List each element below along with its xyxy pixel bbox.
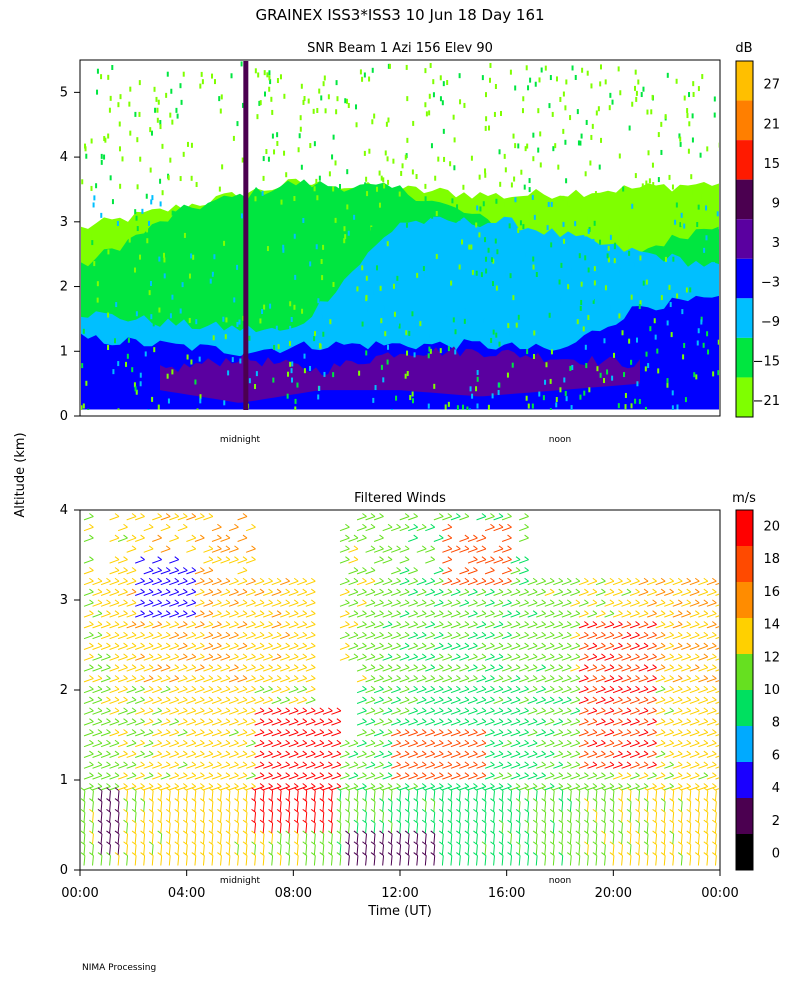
wind-colorbar-unit: m/s xyxy=(732,491,756,506)
wind-colorbar-tick: 10 xyxy=(763,683,780,698)
wind-colorbar-tick: 0 xyxy=(772,847,780,862)
y-axis-label: Altitude (km) xyxy=(13,432,28,517)
wind-colorbar-tick: 16 xyxy=(763,585,780,600)
snr-ytick-label: 2 xyxy=(60,280,68,295)
snr-ytick-label: 0 xyxy=(60,409,68,424)
wind-xtick-label: 16:00 xyxy=(488,886,525,901)
wind-ytick-label: 2 xyxy=(60,683,68,698)
wind-xtick-label: 08:00 xyxy=(275,886,312,901)
snr-vertical-band xyxy=(243,61,249,410)
wind-colorbar-tick: 4 xyxy=(772,781,780,796)
wind-ytick-label: 3 xyxy=(60,593,68,608)
wind-xtick-label: 12:00 xyxy=(381,886,418,901)
snr-layer-4 xyxy=(160,346,640,403)
snr-colorbar-tick: −21 xyxy=(753,394,780,409)
snr-colorbar-tick: −3 xyxy=(761,276,780,291)
wind-xtick-label: 00:00 xyxy=(61,886,98,901)
wind-colorbar-tick: 20 xyxy=(763,519,780,534)
snr-colorbar-tick: 9 xyxy=(772,196,780,211)
wind-ytick-label: 1 xyxy=(60,773,68,788)
snr-colorbar-tick: 3 xyxy=(772,236,780,251)
snr-colorbar-tick: 27 xyxy=(763,78,780,93)
wind-barbs xyxy=(81,513,719,866)
wind-daytime-marker: midnight xyxy=(220,876,261,886)
snr-colorbar-unit: dB xyxy=(735,41,752,56)
footer-note: NIMA Processing xyxy=(82,963,156,973)
snr-colorbar-tick: −15 xyxy=(753,355,780,370)
wind-daytime-marker: noon xyxy=(549,876,571,886)
wind-colorbar-tick: 18 xyxy=(763,552,780,567)
wind-colorbar-tick: 14 xyxy=(763,618,780,633)
wind-ytick-label: 4 xyxy=(60,503,68,518)
wind-colorbar-tick: 8 xyxy=(772,716,780,731)
wind-colorbar-tick: 6 xyxy=(772,748,780,763)
wind-ytick-label: 0 xyxy=(60,863,68,878)
snr-colorbar-tick: −9 xyxy=(761,315,780,330)
snr-colorbar-tick: 21 xyxy=(763,117,780,132)
snr-ytick-label: 1 xyxy=(60,344,68,359)
x-axis-label: Time (UT) xyxy=(367,904,432,919)
winds-panel-title: Filtered Winds xyxy=(354,491,446,506)
figure-title: GRAINEX ISS3*ISS3 10 Jun 18 Day 161 xyxy=(255,6,544,24)
wind-xtick-label: 04:00 xyxy=(168,886,205,901)
wind-colorbar-tick: 12 xyxy=(763,650,780,665)
snr-heatmap xyxy=(81,61,719,410)
snr-panel-title: SNR Beam 1 Azi 156 Elev 90 xyxy=(307,41,493,56)
snr-ytick-label: 3 xyxy=(60,215,68,230)
snr-ytick-label: 5 xyxy=(60,85,68,100)
wind-xtick-label: 20:00 xyxy=(595,886,632,901)
snr-daytime-marker: noon xyxy=(549,435,571,445)
snr-ytick-label: 4 xyxy=(60,150,68,165)
wind-xtick-label: 00:00 xyxy=(701,886,738,901)
snr-daytime-marker: midnight xyxy=(220,435,261,445)
snr-colorbar-tick: 15 xyxy=(763,157,780,172)
wind-colorbar-tick: 2 xyxy=(772,814,780,829)
